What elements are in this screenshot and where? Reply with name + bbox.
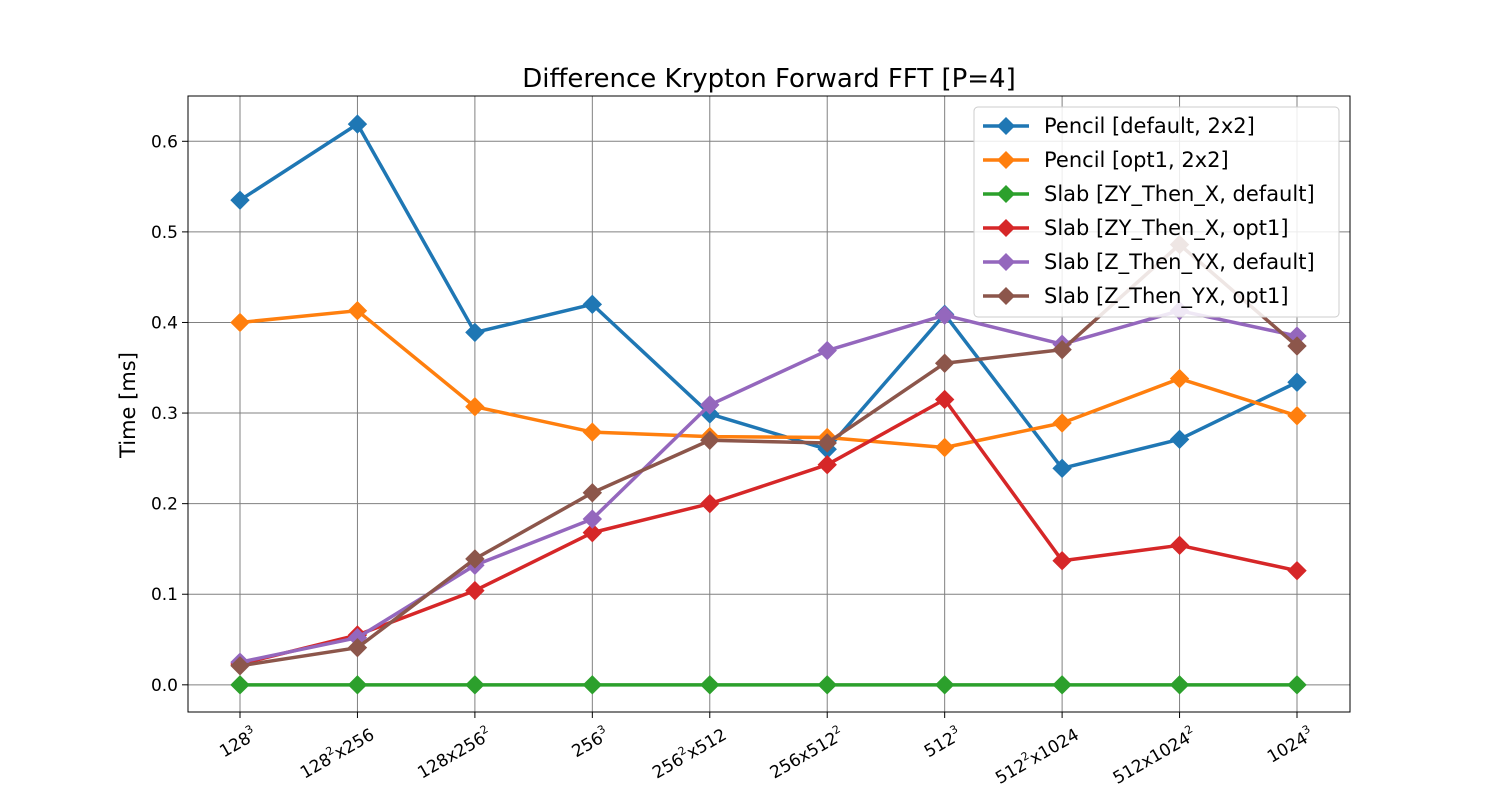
data-point — [1169, 429, 1190, 450]
chart-title: Difference Krypton Forward FFT [P=4] — [522, 64, 1016, 94]
data-point — [465, 549, 485, 569]
legend-item: Pencil [default, 2x2] — [983, 114, 1255, 138]
legend-marker — [997, 185, 1015, 203]
y-tick-label: 0.6 — [151, 132, 178, 152]
data-point — [1052, 339, 1072, 360]
series-3 — [230, 675, 1307, 695]
data-point — [1169, 675, 1190, 695]
series-line — [239, 122, 1298, 471]
x-tick-label: 2563 — [567, 722, 613, 762]
legend-item: Slab [ZY_Then_X, default] — [983, 182, 1315, 207]
data-point — [817, 340, 837, 361]
y-tick-label: 0.2 — [151, 495, 178, 515]
legend-marker — [997, 253, 1015, 271]
data-point — [465, 322, 485, 343]
data-point — [817, 675, 837, 695]
x-tick-label: 1283 — [215, 722, 261, 762]
data-point — [230, 656, 250, 676]
data-point — [582, 675, 603, 695]
data-point — [817, 433, 837, 453]
data-point — [1052, 413, 1072, 433]
x-tick-label: 2562x512 — [648, 722, 730, 783]
series-line — [239, 308, 1298, 450]
legend-marker — [997, 117, 1015, 135]
legend-marker — [997, 151, 1015, 169]
data-point — [1287, 336, 1307, 356]
x-tick-label: 5122x1024 — [991, 722, 1083, 788]
data-point — [230, 312, 250, 333]
data-point — [1052, 675, 1072, 695]
data-point — [582, 294, 603, 315]
data-point — [700, 493, 720, 514]
x-axis: 1283 1282x256 128x2562 2563 2562x512 256x5122… — [215, 712, 1317, 789]
y-tick-label: 0.1 — [151, 585, 178, 605]
legend-label: Slab [Z_Then_YX, opt1] — [1044, 284, 1289, 309]
data-point — [934, 305, 955, 325]
data-point — [1287, 560, 1307, 581]
legend: Pencil [default, 2x2] Pencil [opt1, 2x2] S… — [973, 106, 1340, 318]
x-tick-label: 1282x256 — [295, 722, 377, 783]
data-point — [1287, 675, 1307, 695]
x-tick-label: 5123 — [919, 722, 965, 762]
data-point — [582, 522, 603, 543]
legend-label: Slab [ZY_Then_X, default] — [1044, 182, 1315, 207]
y-tick-label: 0.5 — [151, 223, 178, 243]
legend-item: Slab [Z_Then_YX, opt1] — [983, 284, 1289, 309]
data-point — [582, 509, 603, 529]
series-5 — [230, 300, 1307, 672]
x-tick-label: 256x5122 — [765, 722, 847, 783]
legend-item: Slab [ZY_Then_X, opt1] — [983, 216, 1289, 241]
x-tick-label: 128x2562 — [413, 722, 495, 783]
legend-item: Slab [Z_Then_YX, default] — [983, 250, 1315, 275]
data-point — [230, 675, 250, 695]
data-point — [582, 483, 603, 503]
series-line — [239, 397, 1298, 666]
legend-label: Pencil [opt1, 2x2] — [1044, 148, 1229, 172]
data-point — [700, 395, 720, 415]
data-point — [347, 637, 368, 658]
x-tick-label: 512x10242 — [1108, 722, 1200, 788]
y-axis-label: Time [ms] — [116, 352, 140, 459]
data-point — [347, 675, 368, 695]
data-point — [934, 353, 955, 373]
data-point — [1052, 458, 1072, 479]
data-point — [465, 397, 485, 417]
data-point — [347, 300, 368, 321]
y-axis: 0.0 0.1 0.2 0.3 0.4 0.5 0.6 — [151, 132, 188, 696]
data-point — [700, 430, 720, 450]
data-point — [934, 675, 955, 695]
legend-marker — [997, 287, 1015, 305]
data-point — [465, 675, 485, 695]
legend-marker — [997, 219, 1015, 237]
plot-area-frame — [187, 95, 1351, 713]
y-tick-label: 0.4 — [151, 313, 178, 333]
legend-label: Slab [Z_Then_YX, default] — [1044, 250, 1315, 275]
legend-label: Pencil [default, 2x2] — [1044, 114, 1255, 138]
data-point — [347, 114, 368, 134]
data-point — [817, 454, 837, 475]
series-line — [239, 308, 1298, 664]
data-point — [700, 675, 720, 695]
data-point — [1052, 551, 1072, 571]
data-point — [582, 422, 603, 442]
legend-item: Pencil [opt1, 2x2] — [983, 148, 1229, 172]
data-point — [1169, 535, 1190, 556]
data-point — [230, 190, 250, 210]
data-point — [934, 389, 955, 410]
legend-box — [973, 106, 1340, 318]
data-point — [934, 437, 955, 458]
y-tick-label: 0.3 — [151, 404, 178, 424]
data-point — [1169, 368, 1190, 389]
x-tick-label: 10243 — [1262, 722, 1317, 767]
data-point — [465, 580, 485, 601]
legend-label: Slab [ZY_Then_X, opt1] — [1044, 216, 1289, 241]
data-point — [1287, 372, 1307, 392]
data-point — [1287, 406, 1307, 426]
y-tick-label: 0.0 — [151, 676, 178, 696]
